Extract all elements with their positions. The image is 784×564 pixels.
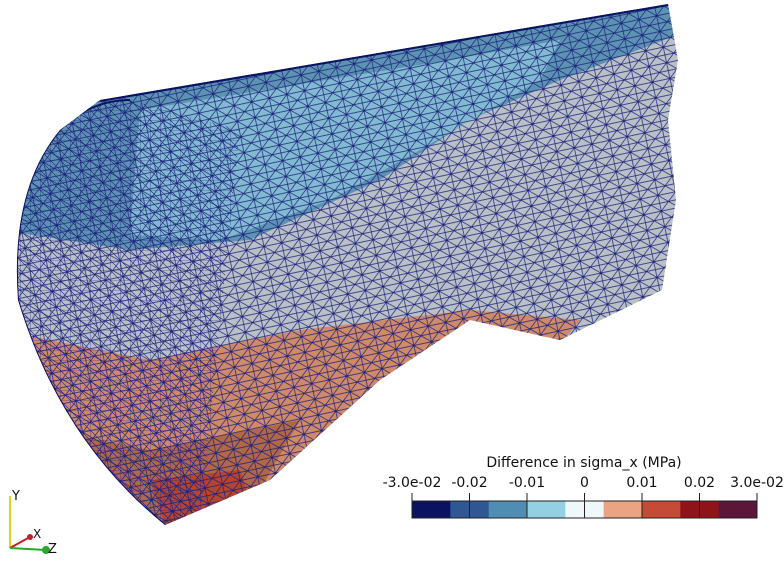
color-bin (718, 501, 758, 518)
axis-label: X (33, 527, 41, 541)
axis-label: Y (11, 489, 20, 504)
tick-label: -0.01 (509, 475, 545, 491)
tick-label: 3.0e-02 (730, 475, 784, 491)
tick-label: 0.02 (684, 475, 715, 491)
color-legend: Difference in sigma_x (MPa) -3.0e-02 -0.0… (383, 455, 784, 519)
color-bin (412, 501, 451, 518)
axis-label: Z (48, 542, 57, 557)
tick-label: -3.0e-02 (383, 475, 442, 491)
orientation-axes: Y X Z (9, 489, 57, 557)
tick-label: 0.01 (626, 475, 657, 491)
tick-label: -0.02 (451, 475, 487, 491)
color-bin (488, 501, 528, 518)
color-bin (603, 501, 643, 518)
color-bin (642, 501, 681, 518)
tick-label: 0 (580, 475, 589, 491)
legend-title: Difference in sigma_x (MPa) (486, 455, 681, 471)
color-bin (527, 501, 566, 518)
